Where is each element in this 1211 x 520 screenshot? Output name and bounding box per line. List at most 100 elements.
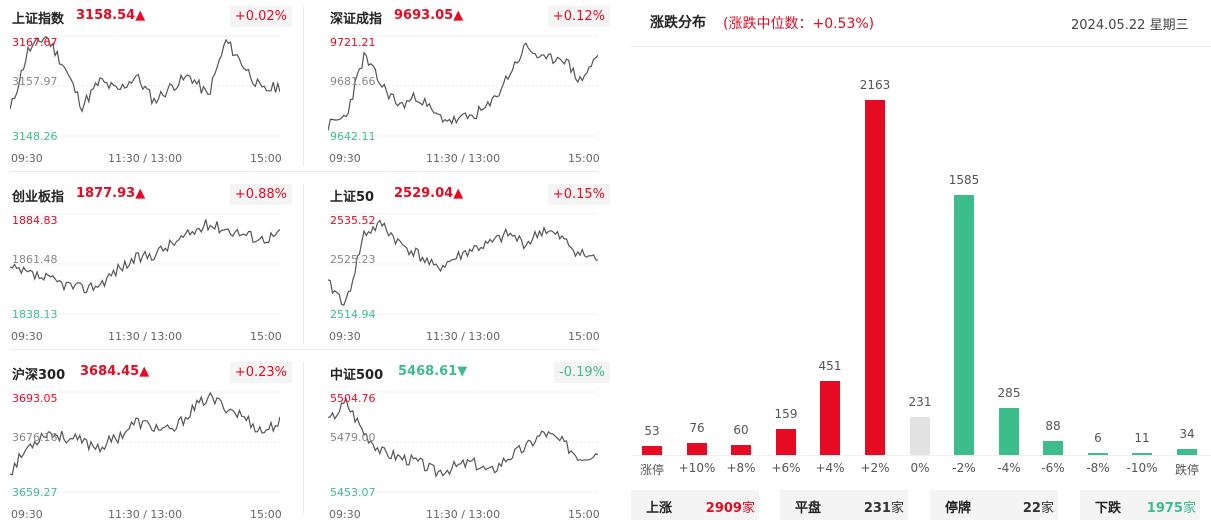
summary-up-count: 2909家 [705,501,755,516]
intraday-line-chart [10,35,280,137]
index-value: 3684.45▲ [80,364,150,379]
price-line [328,396,598,479]
bar-value-label: 76 [689,420,705,435]
summary-down-count: 1975家 [1146,501,1196,516]
index-value: 2529.04▲ [394,186,464,201]
summary-flat-label: 平盘 [795,501,822,516]
panel-divider [303,184,304,344]
bar-category-label: -2% [952,461,976,475]
low-label: 3659.27 [12,486,58,499]
index-name: 创业板指 [12,190,65,205]
distribution-bar [1088,453,1108,455]
bar-value-label: 53 [644,424,660,439]
index-name: 沪深300 [12,368,66,383]
bar-value-label: 159 [774,406,798,421]
price-line [328,219,598,307]
chart-baseline [631,455,1211,456]
bar-value-label: 11 [1134,431,1150,445]
bar-category-label: +8% [726,461,756,475]
header-divider [631,46,1211,47]
mid-label: 9681.66 [330,75,376,88]
index-name: 上证指数 [12,12,65,27]
time-end: 15:00 [568,152,600,165]
distribution-bar [687,442,707,455]
panel-header: 上证50 2529.04▲ +0.15% [328,184,610,206]
mid-label: 3676.16 [12,431,58,444]
bar-category-label: -8% [1086,461,1110,475]
panel-header: 上证指数 3158.54▲ +0.02% [10,6,292,28]
index-panel-csi500[interactable]: 中证500 5468.61▼ -0.19% 5504.76 5479.00 5453.07… [328,356,610,520]
index-name: 上证50 [330,190,375,205]
time-start: 09:30 [11,508,43,520]
summary-suspended-label: 停牌 [945,501,972,516]
low-label: 5453.07 [330,486,376,499]
summary-suspended-count: 22家 [1022,501,1054,516]
distribution-bar [999,408,1019,455]
index-panel-sse50[interactable]: 上证50 2529.04▲ +0.15% 2535.52 2525.23 2514.94 0… [328,178,610,348]
summary-down-label: 下跌 [1095,501,1122,516]
intraday-line-chart [328,35,598,137]
time-end: 15:00 [568,508,600,520]
mid-label: 3157.97 [12,75,58,88]
index-panel-chinext[interactable]: 创业板指 1877.93▲ +0.88% 1884.83 1861.48 1838.13 0… [10,178,292,348]
low-label: 1838.13 [12,308,58,321]
bar-value-label: 2163 [859,78,891,92]
distribution-bar [776,428,796,455]
panel-divider [303,6,304,166]
low-label: 3148.26 [12,130,58,143]
time-end: 15:00 [250,330,282,343]
index-panel-csi300[interactable]: 沪深300 3684.45▲ +0.23% 3693.05 3676.16 3659.27… [10,356,292,520]
index-name: 中证500 [330,368,384,383]
bar-category-label: +10% [678,461,716,475]
summary-up: 上涨 2909家 [631,490,759,520]
time-start: 09:30 [329,330,361,343]
index-change-badge: +0.88% [229,184,292,205]
time-middle: 11:30 / 13:00 [426,330,501,343]
index-panel-shenzhen[interactable]: 深证成指 9693.05▲ +0.12% 9721.21 9681.66 9642.11 0… [328,0,610,170]
time-start: 09:30 [11,330,43,343]
low-label: 9642.11 [330,130,376,143]
high-label: 3693.05 [12,392,58,405]
high-label: 9721.21 [330,36,376,49]
mid-label: 1861.48 [12,253,58,266]
price-line [328,42,598,131]
bar-category-label: +2% [860,461,890,475]
bar-value-label: 231 [908,395,932,410]
price-line [10,391,280,476]
intraday-line-chart [10,391,280,493]
panel-divider [10,349,598,350]
panel-header: 沪深300 3684.45▲ +0.23% [10,362,292,384]
distribution-bar [731,445,751,455]
index-panel-shanghai[interactable]: 上证指数 3158.54▲ +0.02% 3167.67 3157.97 3148.26 0… [10,0,292,170]
bar-category-label: 0% [910,461,930,475]
time-end: 15:00 [568,330,600,343]
time-middle: 11:30 / 13:00 [108,330,183,343]
distribution-bar [910,417,930,455]
bar-value-label: 451 [818,358,842,373]
distribution-bar [1132,453,1152,455]
intraday-line-chart [328,213,598,315]
time-end: 15:00 [250,152,282,165]
mid-label: 5479.00 [330,431,376,444]
summary-up-label: 上涨 [646,501,673,516]
intraday-line-chart [10,213,280,315]
low-label: 2514.94 [330,308,376,321]
panel-divider [10,171,598,172]
time-start: 09:30 [329,152,361,165]
distribution-bar [642,446,662,455]
bar-category-label: 跌停 [1174,463,1199,477]
panel-header: 创业板指 1877.93▲ +0.88% [10,184,292,206]
time-start: 09:30 [329,508,361,520]
panel-header: 中证500 5468.61▼ -0.19% [328,362,610,384]
distribution-bar [954,194,974,455]
bar-category-label: -6% [1041,461,1065,475]
mid-label: 2525.23 [330,253,376,266]
index-value: 3158.54▲ [76,8,146,23]
bar-value-label: 60 [733,423,749,438]
time-middle: 11:30 / 13:00 [426,152,501,165]
bar-value-label: 6 [1094,431,1102,445]
index-name: 深证成指 [330,12,383,27]
bar-value-label: 285 [997,386,1021,401]
distribution-median: (涨跌中位数：+0.53%) [723,16,875,32]
distribution-bar [1177,449,1197,455]
